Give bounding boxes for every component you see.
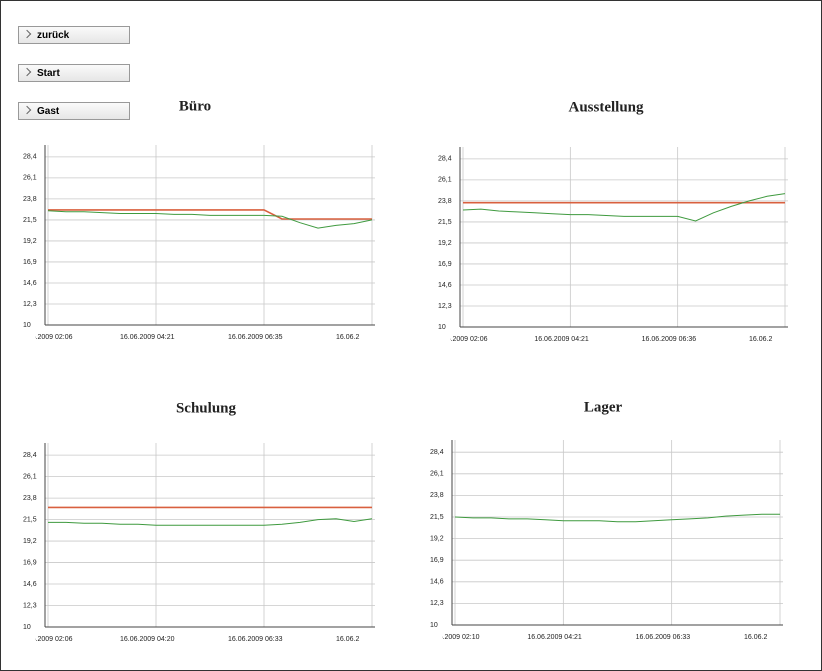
data-line — [454, 513, 780, 523]
y-tick-label: 10 — [430, 622, 438, 629]
x-tick-label: 16.06.2009 04:21 — [534, 336, 589, 343]
y-tick-label: 16,9 — [430, 557, 444, 564]
y-tick-label: 16,9 — [438, 261, 452, 268]
y-tick-label: 14,6 — [430, 579, 444, 586]
y-tick-label: 23,8 — [23, 495, 37, 502]
chart-title: Ausstellung — [568, 99, 644, 115]
x-tick-label: 16.06.2 — [749, 336, 772, 343]
data-line — [48, 209, 372, 220]
y-tick-label: 19,2 — [430, 535, 444, 542]
y-tick-label: 21,5 — [430, 514, 444, 521]
y-tick-label: 23,8 — [438, 198, 452, 205]
y-tick-label: 14,6 — [23, 280, 37, 287]
chart-title: Schulung — [176, 400, 237, 416]
y-tick-label: 14,6 — [438, 282, 452, 289]
x-tick-label: 16.06.2009 06:35 — [228, 334, 283, 341]
x-tick-label: 16.06.2009 02:06 — [18, 636, 73, 643]
y-tick-label: 14,6 — [23, 581, 37, 588]
x-tick-label: 16.06.2009 04:20 — [120, 636, 175, 643]
y-tick-label: 26,1 — [438, 177, 452, 184]
y-tick-label: 21,5 — [23, 217, 37, 224]
y-tick-label: 19,2 — [438, 240, 452, 247]
y-tick-label: 12,3 — [438, 303, 452, 310]
data-line — [47, 210, 373, 229]
y-tick-label: 26,1 — [23, 473, 37, 480]
data-line — [48, 518, 373, 526]
x-tick-label: 16.06.2009 04:21 — [120, 334, 175, 341]
start-button[interactable]: Start — [18, 64, 130, 82]
y-tick-label: 28,4 — [23, 452, 37, 459]
y-tick-label: 21,5 — [438, 219, 452, 226]
y-tick-label: 26,1 — [430, 471, 444, 478]
y-tick-label: 23,8 — [430, 492, 444, 499]
y-tick-label: 16,9 — [23, 259, 37, 266]
chart-title: Lager — [584, 399, 623, 415]
y-tick-label: 12,3 — [23, 301, 37, 308]
x-tick-label: 16.06.2009 02:10 — [425, 634, 480, 641]
x-tick-label: 16.06.2009 06:36 — [642, 336, 697, 343]
y-tick-label: 10 — [23, 624, 31, 631]
x-tick-label: 16.06.2009 02:06 — [433, 336, 488, 343]
y-tick-label: 10 — [438, 324, 446, 331]
y-tick-label: 23,8 — [23, 196, 37, 203]
y-tick-label: 28,4 — [430, 449, 444, 456]
y-tick-label: 26,1 — [23, 175, 37, 182]
y-tick-label: 21,5 — [23, 516, 37, 523]
y-tick-label: 12,3 — [430, 600, 444, 607]
x-tick-label: 16.06.2 — [336, 636, 359, 643]
y-tick-label: 19,2 — [23, 538, 37, 545]
y-tick-label: 12,3 — [23, 602, 37, 609]
x-tick-label: 16.06.2009 04:21 — [527, 634, 582, 641]
chart-title: Büro — [179, 98, 211, 114]
data-line — [462, 193, 786, 222]
guest-button[interactable]: Gast — [18, 102, 130, 120]
x-tick-label: 16.06.2009 06:33 — [636, 634, 691, 641]
back-button[interactable]: zurück — [18, 26, 130, 44]
x-tick-label: 16.06.2 — [336, 334, 359, 341]
x-tick-label: 16.06.2009 06:33 — [228, 636, 283, 643]
y-tick-label: 10 — [23, 322, 31, 329]
x-tick-label: 16.06.2 — [744, 634, 767, 641]
y-tick-label: 19,2 — [23, 238, 37, 245]
y-tick-label: 16,9 — [23, 559, 37, 566]
y-tick-label: 28,4 — [23, 154, 37, 161]
x-tick-label: 16.06.2009 02:06 — [18, 334, 73, 341]
y-tick-label: 28,4 — [438, 156, 452, 163]
